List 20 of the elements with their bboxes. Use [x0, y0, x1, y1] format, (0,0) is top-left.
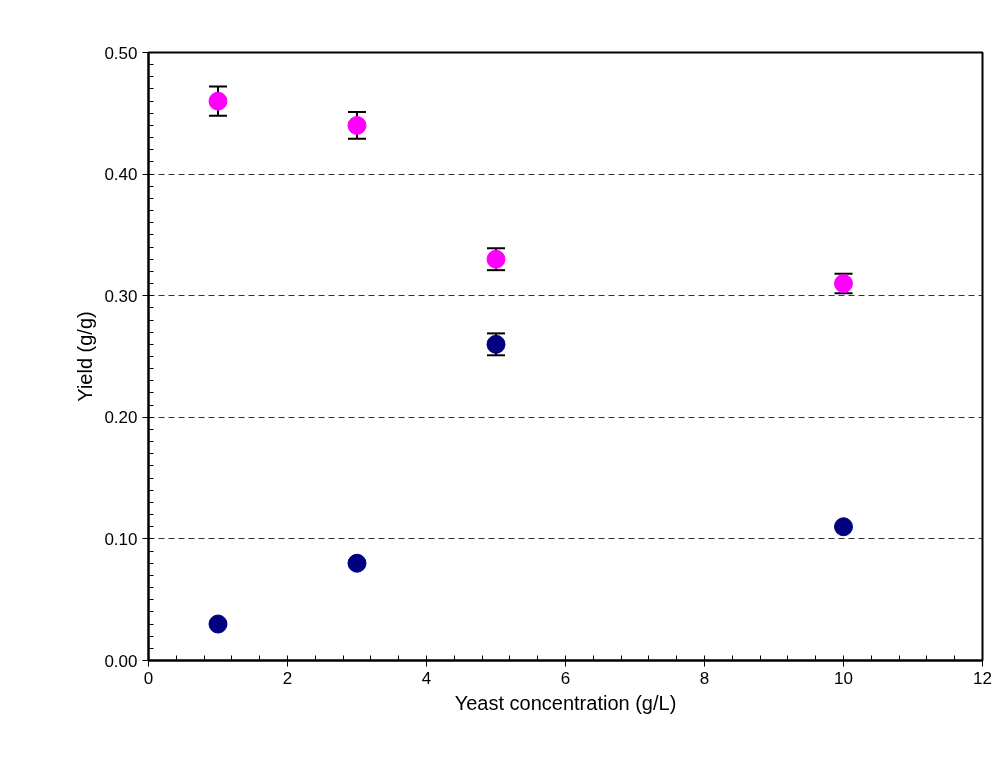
x-tick-label: 6 [560, 668, 571, 688]
point [347, 115, 367, 135]
y-tick-label: 0.50 [104, 43, 138, 63]
x-tick-label: 4 [421, 668, 432, 688]
y-axis-title: Yield (g/g) [74, 311, 97, 402]
y-tick-label: 0.30 [104, 286, 138, 306]
x-tick-label: 0 [143, 668, 154, 688]
x-tick-label: 10 [834, 668, 853, 688]
y-tick-label: 0.10 [104, 529, 138, 549]
y-tick-label: 0.40 [104, 165, 138, 185]
x-tick-label: 2 [282, 668, 293, 688]
y-tick-label: 0.20 [104, 408, 138, 428]
point [347, 553, 367, 573]
x-tick-label: 12 [973, 668, 992, 688]
point [208, 91, 228, 111]
x-axis-title: Yeast concentration (g/L) [454, 691, 677, 714]
x-tick-label: 8 [699, 668, 710, 688]
y-tick-label: 0.00 [104, 651, 138, 671]
point [834, 517, 853, 537]
point [208, 614, 228, 634]
